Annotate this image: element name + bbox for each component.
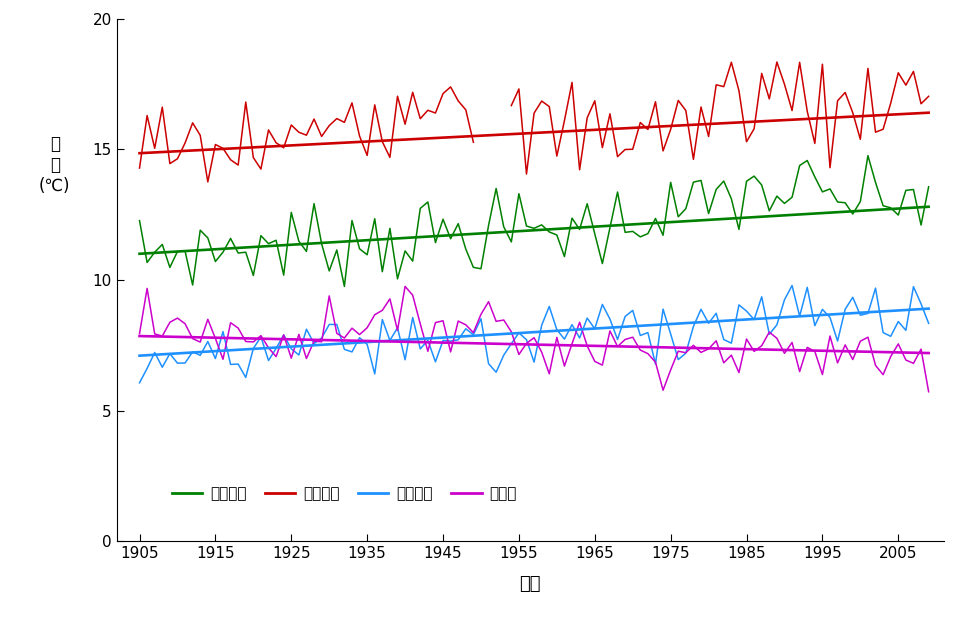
Legend: 평균기온, 최고기온, 최저기온, 일교차: 평균기온, 최고기온, 최저기온, 일교차 (165, 480, 523, 508)
X-axis label: 연도: 연도 (520, 575, 541, 593)
Y-axis label: 기
온
(℃): 기 온 (℃) (39, 135, 70, 195)
